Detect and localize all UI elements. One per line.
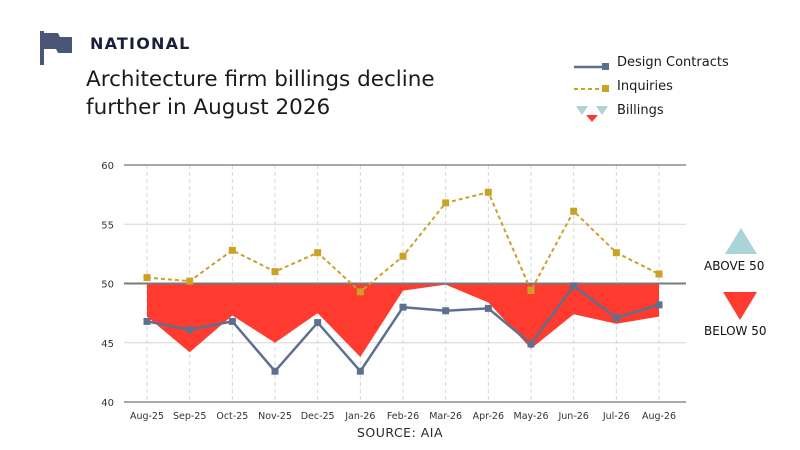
- design-contracts-point-8: [484, 304, 492, 312]
- legend-label-design-contracts: Design Contracts: [617, 55, 729, 70]
- x-tick-label-8: Apr-26: [473, 411, 504, 422]
- design-contracts-point-0: [143, 317, 151, 325]
- x-tick-label-6: Feb-26: [387, 411, 419, 422]
- legend-item-inquiries: Inquiries: [572, 78, 752, 100]
- below-50-triangle: [723, 292, 757, 320]
- design-contracts-point-9: [527, 340, 535, 348]
- inquiries-point-4: [314, 249, 322, 257]
- design-contracts-point-7: [442, 307, 450, 315]
- design-contracts-point-2: [228, 317, 236, 325]
- section-label: NATIONAL: [90, 34, 191, 53]
- x-tick-label-2: Oct-25: [216, 411, 248, 422]
- inquiries-point-6: [399, 252, 407, 260]
- design-contracts-point-4: [314, 319, 322, 327]
- x-tick-label-0: Aug-25: [130, 411, 164, 422]
- design-contracts-point-12: [655, 301, 663, 309]
- design-contracts-point-5: [356, 367, 364, 375]
- legend-swatch-design-contracts: [574, 63, 609, 70]
- legend-label-billings: Billings: [617, 103, 664, 118]
- x-tick-label-7: Mar-26: [429, 411, 462, 422]
- above-50-triangle: [725, 228, 757, 254]
- design-contracts-point-11: [612, 314, 620, 322]
- y-tick-label-55: 55: [101, 220, 114, 231]
- inquiries-point-8: [484, 188, 492, 196]
- x-tick-label-12: Aug-26: [642, 411, 676, 422]
- x-tick-label-3: Nov-25: [258, 411, 292, 422]
- x-tick-label-1: Sep-25: [173, 411, 206, 422]
- x-tick-label-4: Dec-25: [301, 411, 335, 422]
- inquiries-point-10: [570, 207, 578, 215]
- chart-legend: Design Contracts Inquiries Billings: [572, 52, 752, 128]
- inquiries-point-5: [356, 288, 364, 296]
- x-tick-label-11: Jul-26: [602, 411, 630, 422]
- inquiries-point-3: [271, 268, 279, 276]
- above-50-label: ABOVE 50: [704, 259, 765, 273]
- inquiries-point-7: [442, 199, 450, 207]
- inquiries-point-12: [655, 270, 663, 278]
- inquiries-point-9: [527, 287, 535, 295]
- source-note: SOURCE: AIA: [356, 425, 444, 440]
- design-contracts-point-1: [186, 326, 194, 334]
- y-tick-label-50: 50: [101, 280, 114, 291]
- flag-icon: [40, 31, 72, 65]
- legend-swatch-billings: [576, 106, 608, 122]
- flag-pole: [40, 31, 44, 65]
- inquiries-point-1: [186, 277, 194, 285]
- y-tick-label-60: 60: [101, 161, 114, 172]
- legend-swatch-inquiries: [574, 85, 609, 92]
- inquiries-point-0: [143, 274, 151, 282]
- below-50-label: BELOW 50: [704, 324, 767, 338]
- x-tick-label-10: Jun-26: [557, 411, 588, 422]
- chart-title: Architecture firm billings decline furth…: [86, 67, 435, 120]
- series-billings-area: [147, 283, 659, 357]
- y-tick-label-45: 45: [101, 339, 114, 350]
- design-contracts-point-3: [271, 367, 279, 375]
- legend-item-billings: Billings: [572, 102, 752, 124]
- y-tick-label-40: 40: [101, 398, 114, 409]
- inquiries-point-2: [228, 246, 236, 254]
- design-contracts-point-6: [399, 303, 407, 311]
- flag-banner: [44, 33, 72, 53]
- legend-item-design-contracts: Design Contracts: [572, 54, 752, 76]
- x-tick-label-5: Jan-26: [344, 411, 375, 422]
- design-contracts-point-10: [570, 282, 578, 290]
- x-tick-label-9: May-26: [514, 411, 549, 422]
- legend-label-inquiries: Inquiries: [617, 79, 673, 94]
- inquiries-point-11: [612, 249, 620, 257]
